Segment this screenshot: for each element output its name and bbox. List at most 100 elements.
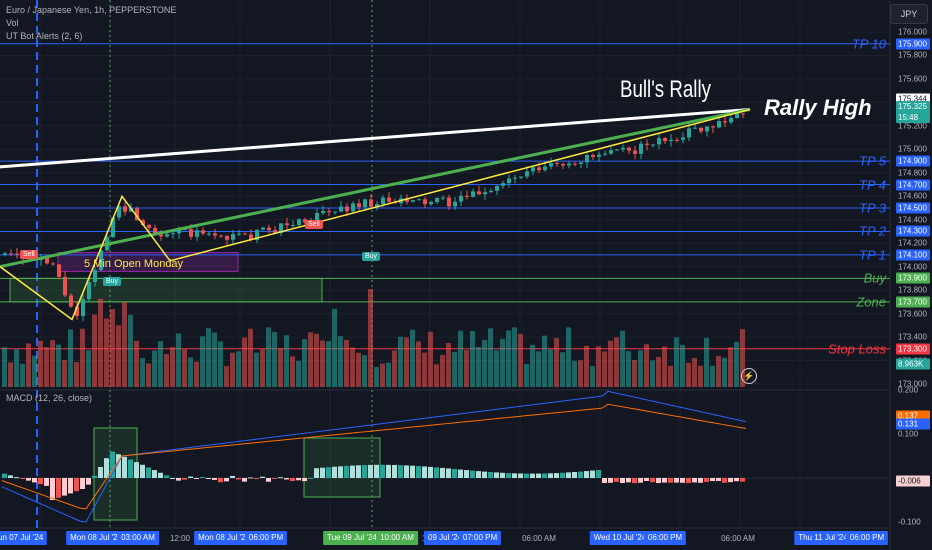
macd-histogram-bar [170,478,175,479]
price-axis-label: 176.000 [898,27,927,37]
macd-histogram-bar [482,471,487,478]
volume-bar [338,336,343,387]
volume-bar [242,337,247,387]
macd-histogram-bar [398,465,403,478]
price-axis-label: 175.800 [898,50,927,60]
rally-high-annotation[interactable]: Rally High [764,95,872,120]
volume-bar [638,350,643,387]
candle-body [591,155,595,157]
open-monday-annotation[interactable]: 5 Min Open Monday [84,258,184,270]
lightning-icon[interactable]: ⚡ [741,368,757,384]
volume-bar [722,357,727,387]
volume-bar [92,314,97,387]
macd-histogram-bar [674,478,679,483]
volume-bar [446,342,451,387]
symbol-legend[interactable]: Euro / Japanese Yen, 1h, PEPPERSTONE [6,5,177,15]
volume-bar [194,361,199,387]
volume-bar [680,344,685,387]
level-price-tag: 173.300 [896,343,930,355]
macd-histogram-bar [554,473,559,478]
macd-histogram-bar [224,478,229,482]
candle-body [459,195,463,202]
candle-body [81,299,85,317]
candle-body [189,229,193,237]
macd-histogram-bar [68,478,73,494]
sell-signal[interactable]: Sell [305,220,323,229]
level-price-tag: 173.900 [896,272,930,284]
level-label: Stop Loss [828,341,886,357]
candle-body [129,208,133,212]
candle-body [687,128,691,138]
volume-bar [536,351,541,387]
price-axis-label: 174.600 [898,191,927,201]
sell-signal[interactable]: Sell [20,250,38,259]
macd-histogram-bar [716,478,721,481]
macd-histogram-bar [110,451,115,478]
volume-bar [380,363,385,387]
macd-axis-label: 0.200 [898,385,919,395]
price-axis-label: 175.000 [898,144,927,154]
time-axis-tag: Mon 08 Jul '24 [194,531,254,545]
macd-histogram-bar [242,478,247,482]
volume-bar [296,360,301,387]
volume-bar [596,346,601,387]
macd-histogram-bar [20,478,25,479]
macd-histogram-bar [530,473,535,478]
level-price-tag: 174.100 [896,249,930,261]
candle-body [327,210,331,212]
bulls-rally-annotation[interactable]: Bull's Rally [620,76,711,103]
volume-bar [674,337,679,387]
indicator-legend[interactable]: UT Bot Alerts (2, 6) [6,31,83,41]
macd-histogram-bar [542,473,547,478]
macd-value-tag: -0.006 [896,475,930,487]
macd-histogram-bar [26,478,31,481]
candle-body [99,250,103,271]
time-axis-tag: 09 Jul '24 [424,531,466,545]
macd-histogram-bar [272,478,277,479]
level-label: TP 5 [859,153,886,169]
macd-histogram-bar [326,467,331,478]
macd-histogram-bar [386,464,391,478]
yellow-trendline [0,108,751,321]
macd-axis-label: -0.100 [898,517,921,527]
price-axis-label: 175.600 [898,74,927,84]
candle-body [231,234,235,240]
macd-histogram-bar [596,470,601,478]
candle-body [585,155,589,163]
macd-histogram-bar [524,473,529,478]
macd-histogram-bar [212,478,217,480]
candle-body [645,143,649,145]
candle-body [117,206,121,218]
macd-histogram-bar [446,468,451,478]
buy-signal[interactable]: Buy [362,252,381,261]
macd-histogram-bar [422,466,427,478]
macd-histogram-bar [434,467,439,478]
macd-histogram-bar [416,466,421,478]
macd-value-tag: 0.137 [896,410,930,422]
macd-histogram-bar [380,464,385,478]
volume-bar [326,341,331,387]
volume-bar [188,357,193,387]
macd-histogram-bar [560,472,565,478]
volume-bar [506,330,511,387]
volume-bar [260,349,265,387]
candle-body [237,233,241,235]
volume-bar [74,362,79,387]
candle-body [693,127,697,129]
candle-body [705,126,709,132]
candle-body [369,199,373,207]
volume-legend[interactable]: Vol [6,18,19,28]
candle-body [159,234,163,237]
volume-bar [686,362,691,387]
macd-legend[interactable]: MACD (12, 26, close) [6,393,93,403]
candle-body [279,223,283,234]
volume-bar [566,327,571,387]
candle-body [435,197,439,203]
currency-button[interactable]: JPY [890,4,928,24]
buy-signal[interactable]: Buy [103,277,122,286]
volume-bar [410,329,415,387]
macd-histogram-bar [578,471,583,478]
macd-histogram-bar [710,478,715,482]
